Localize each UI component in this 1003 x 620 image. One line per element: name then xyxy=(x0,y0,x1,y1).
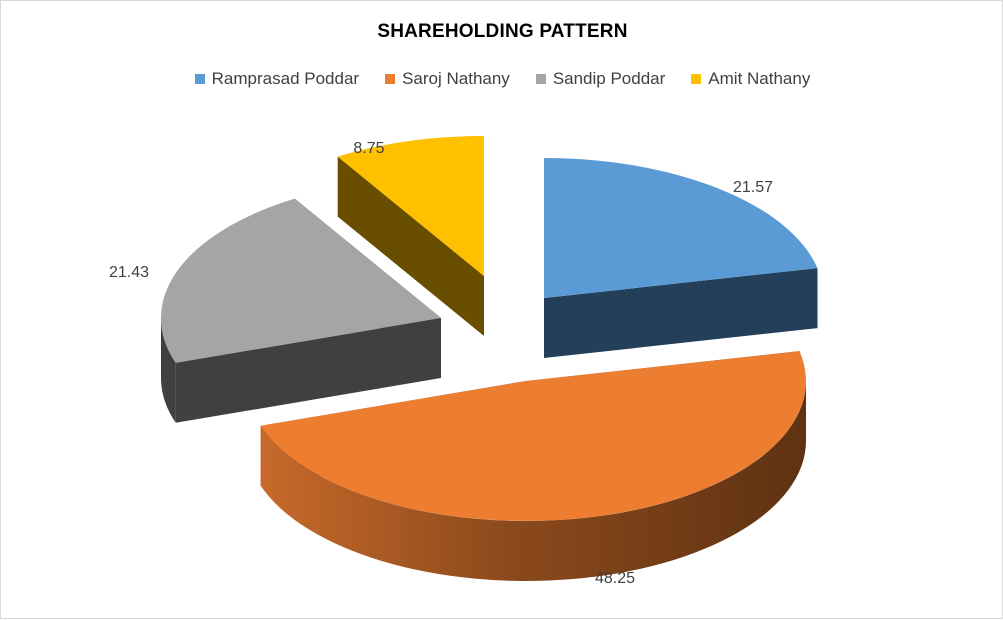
pie-slice-saroj-nathany xyxy=(260,351,806,582)
pie-slice-top-ramprasad-poddar xyxy=(544,158,818,298)
pie-slice-wall-sandip-poddar-0 xyxy=(175,318,441,423)
chart-title: SHAREHOLDING PATTERN xyxy=(377,21,628,42)
data-label-sandip-poddar: 21.43 xyxy=(109,264,149,281)
legend-item-sandip-poddar: Sandip Poddar xyxy=(535,69,666,89)
legend-item-amit-nathany: Amit Nathany xyxy=(691,69,810,89)
legend-item-ramprasad-poddar: Ramprasad Poddar xyxy=(194,69,360,89)
legend-label-ramprasad-poddar: Ramprasad Poddar xyxy=(211,69,360,88)
data-label-saroj-nathany: 48.25 xyxy=(595,570,635,587)
legend-swatch-ramprasad-poddar xyxy=(194,74,205,84)
pie-slice-wall-ramprasad-poddar-1 xyxy=(544,268,818,358)
pie-slice-side-saroj-nathany-0 xyxy=(260,381,806,582)
pie-slice-sandip-poddar xyxy=(160,198,441,423)
legend-swatch-saroj-nathany xyxy=(385,74,396,84)
legend-item-saroj-nathany: Saroj Nathany xyxy=(385,69,510,89)
legend-swatch-sandip-poddar xyxy=(535,74,546,84)
legend-swatch-amit-nathany xyxy=(691,74,702,84)
labels-layer: 21.57 48.25 21.43 8.75 xyxy=(109,140,773,587)
pie-slice-side-sandip-poddar-0 xyxy=(160,318,176,423)
legend-label-sandip-poddar: Sandip Poddar xyxy=(552,69,666,88)
legend: Ramprasad Poddar Saroj Nathany Sandip Po… xyxy=(1,69,1003,89)
pie-slice-top-saroj-nathany xyxy=(260,351,806,521)
legend-label-saroj-nathany: Saroj Nathany xyxy=(402,69,510,88)
slices-layer xyxy=(160,135,818,582)
legend-label-amit-nathany: Amit Nathany xyxy=(708,69,811,88)
pie-slice-top-amit-nathany xyxy=(337,135,484,276)
pie-slice-wall-amit-nathany-0 xyxy=(337,156,484,336)
data-label-amit-nathany: 8.75 xyxy=(353,140,384,157)
pie-slice-ramprasad-poddar xyxy=(544,158,818,358)
data-label-ramprasad-poddar: 21.57 xyxy=(733,179,773,196)
pie-slice-top-sandip-poddar xyxy=(160,198,441,363)
pie-slice-amit-nathany xyxy=(337,135,484,336)
